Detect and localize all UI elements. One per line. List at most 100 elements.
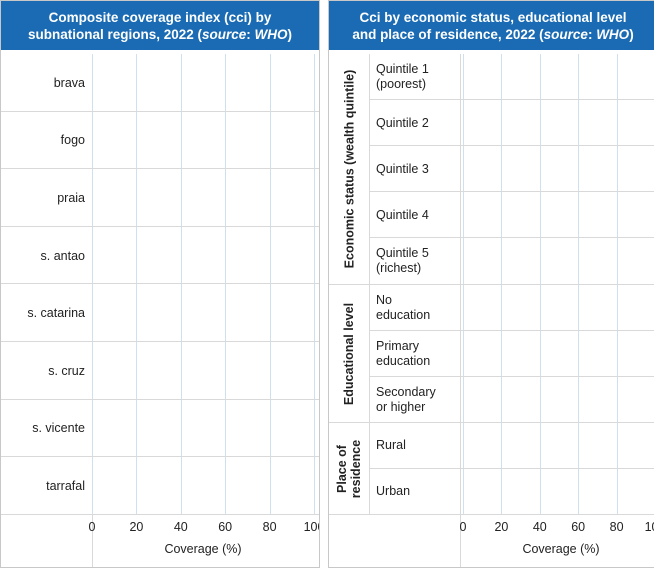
x-tick-label: 20: [129, 519, 144, 534]
x-tick-label: 40: [532, 520, 547, 534]
row-divider: [369, 514, 654, 515]
category-label: Quintile 3: [376, 146, 458, 192]
gridline: [225, 54, 227, 515]
category-label: brava: [53, 75, 85, 90]
left-chart-title: Composite coverage index (cci) by subnat…: [1, 1, 319, 50]
row-divider: [1, 398, 319, 400]
group-label-line: Economic status (wealth quintile): [342, 69, 356, 269]
category-label-line: Quintile 4: [376, 207, 429, 222]
row-divider: [1, 456, 319, 458]
row-divider: [369, 467, 654, 469]
group-label: Economic status (wealth quintile): [335, 54, 363, 285]
row-divider: [1, 513, 319, 515]
title-italic-text: WHO: [254, 26, 288, 42]
group-label-line: residence: [349, 439, 363, 499]
group-label: Place of residence: [335, 423, 363, 515]
category-label: Quintile 2: [376, 100, 458, 146]
category-label: s. cruz: [48, 363, 85, 378]
right-title-line-1: Cci by economic status, educational leve…: [359, 9, 627, 25]
category-label-line: Secondary: [376, 384, 436, 399]
category-label: Secondary or higher: [376, 377, 458, 423]
category-label-text: Urban: [376, 484, 410, 499]
y-axis-divider: [92, 514, 93, 567]
category-label-line: or higher: [376, 399, 426, 414]
x-axis-title: Coverage (%): [164, 541, 242, 556]
x-axis-title: Coverage (%): [522, 542, 600, 556]
row-divider: [369, 421, 654, 423]
category-label-text: Quintile 2: [376, 116, 429, 131]
category-label-text: Quintile 5 (richest): [376, 246, 429, 276]
left-chart-panel: Composite coverage index (cci) by subnat…: [0, 0, 320, 568]
right-chart-panel: Cci by economic status, educational leve…: [328, 0, 654, 568]
row-divider: [1, 225, 319, 227]
category-label-line: Quintile 2: [376, 115, 429, 130]
category-label-line: Urban: [376, 484, 411, 499]
category-label-text: Primary education: [376, 339, 430, 369]
row-divider: [369, 283, 654, 285]
right-chart-title: Cci by economic status, educational leve…: [329, 1, 654, 50]
category-label: Rural: [376, 423, 458, 469]
row-divider: [1, 168, 319, 170]
group-column-divider: [369, 54, 370, 515]
category-label-line: (poorest): [376, 77, 427, 92]
gridline: [578, 54, 580, 515]
title-italic-text: source: [543, 26, 588, 42]
gridline: [539, 54, 541, 515]
category-label: No education: [376, 285, 458, 331]
row-divider: [369, 191, 654, 193]
x-tick-label: 80: [609, 520, 624, 534]
category-label-line: (richest): [376, 261, 422, 276]
x-tick-label: 60: [218, 519, 233, 534]
category-label: Quintile 4: [376, 192, 458, 238]
gridline: [136, 54, 138, 515]
gridline: [314, 54, 315, 515]
left-title-line-1: Composite coverage index (cci) by: [48, 9, 272, 25]
category-label: s. vicente: [32, 421, 85, 436]
x-tick-label: 100: [303, 519, 319, 534]
category-label-line: Quintile 5: [376, 246, 429, 261]
category-label-line: Primary: [376, 338, 420, 353]
category-label-text: Quintile 3: [376, 162, 429, 177]
row-divider: [369, 375, 654, 377]
category-label-line: Quintile 1: [376, 62, 429, 77]
category-label-line: education: [376, 353, 431, 368]
gridline: [463, 54, 464, 515]
gridline: [501, 54, 503, 515]
row-divider: [1, 110, 319, 112]
gridline: [180, 54, 182, 515]
gridline: [616, 54, 618, 515]
x-tick-label: 0: [88, 519, 96, 534]
category-label-text: Rural: [376, 438, 406, 453]
group-label: Educational level: [335, 284, 363, 422]
gridline: [269, 54, 271, 515]
category-label-text: Quintile 1 (poorest): [376, 62, 429, 92]
category-label-text: Quintile 4: [376, 208, 429, 223]
category-label: fogo: [60, 133, 85, 148]
category-label: s. antao: [40, 248, 85, 263]
group-label-line: Educational level: [342, 302, 357, 405]
category-label: Quintile 1 (poorest): [376, 54, 458, 100]
category-label-text: Secondary or higher: [376, 385, 436, 415]
x-tick-label: 60: [571, 520, 586, 534]
row-divider: [1, 341, 319, 342]
category-label: Primary education: [376, 331, 458, 377]
category-label-line: Quintile 3: [376, 161, 429, 176]
row-divider: [369, 99, 654, 101]
x-tick-label: 40: [173, 519, 188, 534]
category-label-text: No education: [376, 293, 430, 323]
row-divider: [369, 329, 654, 331]
category-label: Quintile 5 (richest): [376, 238, 458, 284]
label-column-divider: [460, 54, 461, 567]
category-label-line: Rural: [376, 438, 406, 453]
category-label: tarrafal: [46, 478, 85, 493]
category-label: Urban: [376, 469, 458, 515]
row-divider: [369, 145, 654, 147]
x-tick-label: 100: [644, 520, 654, 534]
category-label-line: No: [376, 292, 392, 307]
left-title-line-2: subnational regions, 2022 (source: WHO): [27, 26, 293, 42]
row-divider: [1, 283, 319, 285]
group-label-line: Place of: [335, 444, 349, 493]
category-label: praia: [57, 190, 85, 205]
category-label-line: education: [376, 307, 431, 322]
x-tick-label: 80: [262, 519, 277, 534]
